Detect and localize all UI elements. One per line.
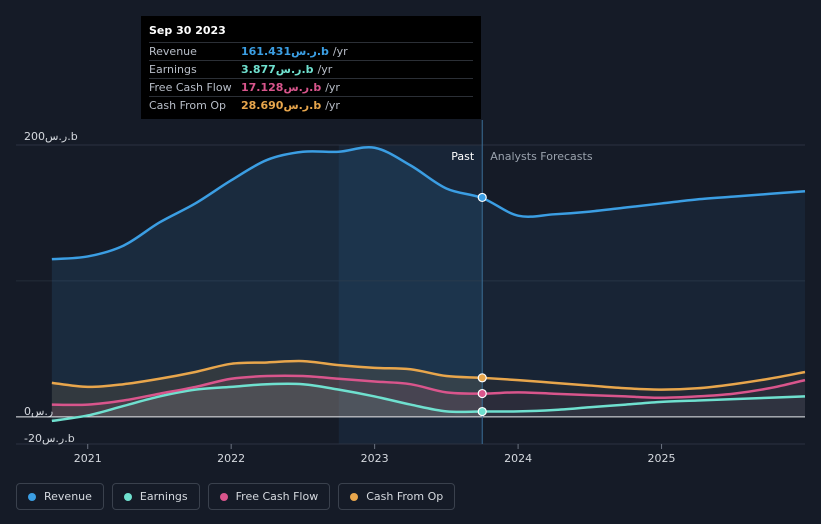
x-tick-label: 2022	[217, 452, 245, 465]
tooltip-value: 3.877ر.س.b	[241, 63, 314, 76]
series-area-forecast	[482, 371, 805, 417]
series-area-past	[51, 383, 483, 421]
series-line-earnings	[51, 382, 806, 423]
legend-label: Earnings	[139, 490, 188, 503]
legend-label: Revenue	[44, 490, 92, 503]
tooltip-value: 17.128ر.س.b	[241, 81, 322, 94]
x-tick-label: 2023	[361, 452, 389, 465]
legend-dot-icon	[350, 492, 359, 501]
tooltip-label: Free Cash Flow	[149, 81, 232, 94]
tooltip-row-free-cash-flow: Free Cash Flow 17.128ر.س.b /yr	[149, 78, 473, 96]
marker-cash-from-op	[477, 373, 487, 383]
tooltip-value: 28.690ر.س.b	[241, 99, 322, 112]
legend-dot-icon	[123, 492, 132, 501]
y-tick-label: 200ر.س.b	[24, 130, 78, 143]
legend-label: Cash From Op	[366, 490, 444, 503]
tooltip-label: Cash From Op	[149, 99, 227, 112]
marker-free-cash-flow	[477, 388, 487, 399]
legend-dot-icon	[219, 492, 228, 501]
series-line-cash-from-op	[51, 359, 806, 391]
marker-revenue	[477, 192, 487, 203]
legend-dot-icon	[28, 492, 36, 501]
y-tick-label: 0ر.س	[24, 405, 53, 418]
tooltip-unit: /yr	[332, 45, 348, 58]
data-tooltip: Sep 30 2023 Revenue 161.431ر.س.b /yr Ear…	[141, 16, 481, 119]
legend-item-earnings[interactable]: Earnings	[111, 483, 200, 510]
forecast-label: Analysts Forecasts	[490, 150, 593, 163]
series-area-past	[51, 375, 483, 417]
tooltip-date: Sep 30 2023	[149, 24, 226, 37]
tooltip-row-earnings: Earnings 3.877ر.س.b /yr	[149, 60, 473, 78]
tooltip-unit: /yr	[325, 81, 340, 94]
tooltip-label: Revenue	[149, 45, 197, 58]
series-area-forecast	[482, 191, 805, 417]
x-tick-label: 2021	[74, 452, 102, 465]
series-area-past	[51, 361, 483, 417]
tooltip-unit: /yr	[317, 63, 333, 76]
series-line-free-cash-flow	[51, 374, 806, 407]
series-line-revenue	[51, 145, 806, 261]
tooltip-row-cash-from-op: Cash From Op 28.690ر.س.b /yr	[149, 96, 473, 114]
past-label: Past	[451, 150, 475, 163]
tooltip-label: Earnings	[149, 63, 197, 76]
x-tick-label: 2024	[504, 452, 532, 465]
legend-item-free-cash-flow[interactable]: Free Cash Flow	[207, 483, 331, 510]
series-area-forecast	[482, 396, 805, 417]
tooltip-value: 161.431ر.س.b	[241, 45, 329, 58]
y-tick-label: -20ر.س.b	[24, 432, 75, 445]
tooltip-row-revenue: Revenue 161.431ر.س.b /yr	[149, 42, 473, 60]
legend-item-cash-from-op[interactable]: Cash From Op	[338, 483, 456, 510]
chart-legend: Revenue Earnings Free Cash Flow Cash Fro…	[16, 483, 456, 510]
tooltip-unit: /yr	[325, 99, 340, 112]
series-area-past	[51, 147, 483, 417]
legend-item-revenue[interactable]: Revenue	[16, 483, 104, 510]
legend-label: Free Cash Flow	[235, 490, 319, 503]
marker-earnings	[477, 406, 487, 417]
x-tick-label: 2025	[648, 452, 676, 465]
